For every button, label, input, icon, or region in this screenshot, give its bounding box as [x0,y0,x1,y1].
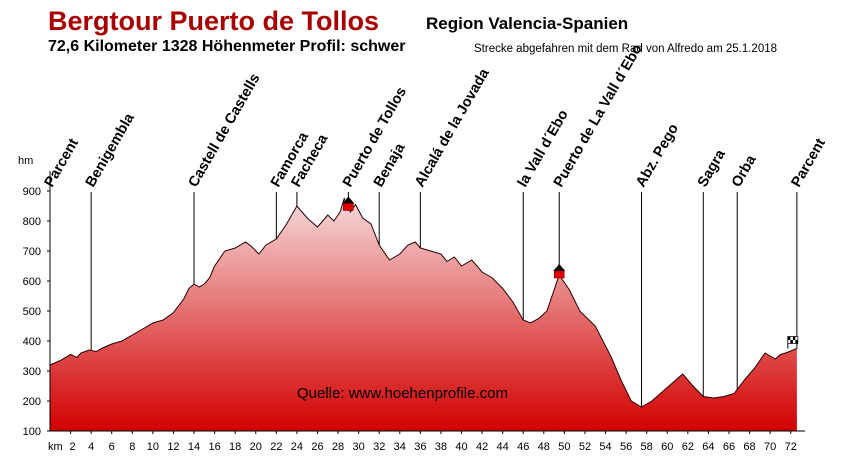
location-label: Alcalá de la Jovada [412,65,493,190]
x-tick-label: 52 [579,441,591,453]
location-label: Sagra [695,146,729,190]
y-tick-label: 700 [23,246,41,258]
x-tick-label: 58 [641,441,653,453]
x-tick-label: 4 [88,441,94,453]
pass-marker [553,270,565,279]
x-tick-label: 24 [291,441,303,453]
pass-marker [343,203,354,211]
x-tick-label: 8 [129,441,135,453]
x-tick-label: 32 [373,441,385,453]
y-tick-label: 800 [23,216,41,228]
x-tick-label: 18 [229,441,241,453]
x-tick-label: 56 [620,441,632,453]
x-tick-label: 54 [599,441,611,453]
location-label: Castell de Castells [186,71,264,190]
y-tick-label: 900 [23,186,41,198]
region-subtitle: Region Valencia-Spanien [426,14,629,33]
x-tick-label: 26 [311,441,323,453]
y-tick-label: 100 [23,426,41,438]
x-tick-label: 66 [723,441,735,453]
x-tick-label: 50 [558,441,570,453]
page-title: Bergtour Puerto de Tollos [48,6,380,36]
pass-marker-roof [342,196,355,204]
x-tick-label: 42 [476,441,488,453]
ride-note: Strecke abgefahren mit dem Rad von Alfre… [474,43,778,55]
x-tick-label: 40 [455,441,467,453]
x-tick-label: 10 [147,441,159,453]
x-tick-label: 12 [167,441,179,453]
y-tick-label: 500 [23,306,41,318]
x-tick-label: 22 [270,441,282,453]
x-tick-label: 46 [517,441,529,453]
x-tick-label: 2 [70,441,76,453]
x-tick-label: 72 [785,441,797,453]
x-tick-label: 70 [764,441,776,453]
x-tick-label: 20 [250,441,262,453]
location-label: Abz. Pego [633,121,682,190]
x-tick-label: 68 [743,441,755,453]
x-tick-label: 34 [394,441,406,453]
x-tick-label: 38 [435,441,447,453]
x-tick-label: 48 [538,441,550,453]
location-label: Parcent [788,136,829,190]
x-tick-label: 62 [682,441,694,453]
location-label: Orba [729,152,760,190]
y-tick-label: 200 [23,396,41,408]
y-tick-label: 600 [23,276,41,288]
x-tick-label: 14 [188,441,200,453]
y-axis-unit-label: hm [18,155,33,167]
y-tick-label: 300 [23,366,41,378]
elevation-area [50,198,797,431]
location-label: Parcent [42,136,83,190]
y-tick-label: 400 [23,336,41,348]
x-tick-label: 16 [208,441,220,453]
x-tick-label: 28 [332,441,344,453]
x-tick-label: 60 [661,441,673,453]
x-tick-label: 30 [353,441,365,453]
pass-marker-roof [553,264,566,271]
source-credit: Quelle: www.hoehenprofile.com [297,385,508,402]
x-tick-label: 6 [109,441,115,453]
finish-flag-icon [787,336,799,349]
location-label: Benigembla [83,110,138,190]
x-tick-label: 36 [414,441,426,453]
x-tick-label: 64 [702,441,714,453]
tour-stats: 72,6 Kilometer 1328 Höhenmeter Profil: s… [48,38,406,55]
x-axis-unit-label: km [48,441,63,453]
x-tick-label: 44 [497,441,509,453]
elevation-line [49,197,798,408]
